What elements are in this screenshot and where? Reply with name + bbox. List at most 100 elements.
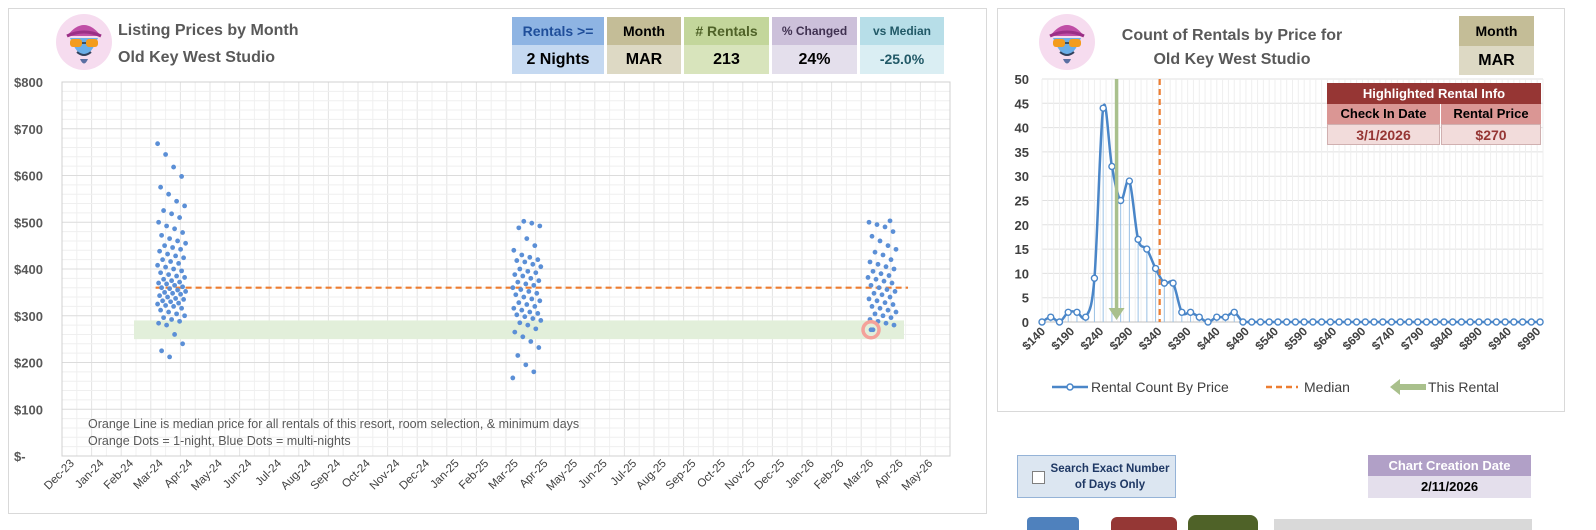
bottom-button-blue[interactable] bbox=[1027, 517, 1079, 530]
scatter-point bbox=[178, 291, 184, 297]
curve-point bbox=[1335, 318, 1343, 326]
scatter-point bbox=[538, 318, 544, 323]
creation-date-value: 2/11/2026 bbox=[1368, 476, 1531, 498]
right-chart-title: Count of Rentals by Price for Old Key We… bbox=[1112, 24, 1352, 72]
curve-point bbox=[1501, 318, 1509, 326]
highlighted-point-dot bbox=[868, 327, 874, 333]
scatter-point bbox=[538, 264, 544, 270]
right-month-box: Month MAR bbox=[1459, 16, 1534, 75]
x-tick-label: Nov-25 bbox=[723, 458, 758, 493]
price-band bbox=[134, 320, 904, 340]
y-tick-label: 10 bbox=[1015, 266, 1029, 281]
scatter-point bbox=[171, 266, 177, 272]
y-tick-label: $200 bbox=[14, 356, 43, 371]
curve-point bbox=[1466, 318, 1474, 326]
scatter-point bbox=[163, 264, 169, 270]
right-month-value: MAR bbox=[1459, 46, 1534, 75]
scatter-point bbox=[179, 268, 185, 274]
x-tick-label: Aug-25 bbox=[634, 458, 669, 493]
scatter-point bbox=[524, 236, 530, 242]
scatter-point bbox=[514, 258, 520, 263]
scatter-point bbox=[521, 294, 527, 300]
scatter-point bbox=[885, 307, 891, 313]
stat-vs-median: vs Median -25.0% bbox=[860, 17, 944, 74]
curve-point bbox=[1527, 318, 1536, 326]
curve-point bbox=[1282, 318, 1291, 326]
exact-days-checkbox[interactable] bbox=[1032, 471, 1045, 484]
scatter-series bbox=[865, 218, 899, 333]
scatter-point bbox=[891, 322, 897, 328]
scatter-point bbox=[173, 296, 179, 301]
x-tick-label: $340 bbox=[1136, 324, 1165, 353]
scatter-point bbox=[163, 303, 169, 308]
info-check-in-value: 3/1/2026 bbox=[1327, 124, 1440, 145]
scatter-point bbox=[168, 259, 174, 264]
scatter-point bbox=[176, 260, 182, 266]
scatter-point bbox=[171, 304, 177, 309]
curve-point bbox=[1125, 177, 1134, 185]
scatter-point bbox=[167, 286, 173, 292]
scatter-point bbox=[533, 270, 539, 276]
scatter-point bbox=[177, 318, 183, 324]
stat-value: 213 bbox=[684, 45, 769, 74]
x-tick-label: $190 bbox=[1048, 324, 1077, 353]
scatter-point bbox=[537, 223, 543, 229]
scatter-point bbox=[158, 307, 164, 313]
y-tick-label: 40 bbox=[1015, 121, 1029, 136]
x-tick-label: $390 bbox=[1165, 324, 1194, 353]
scatter-point bbox=[173, 253, 179, 259]
y-tick-label: 0 bbox=[1022, 315, 1029, 330]
exact-days-line1: Search Exact Number bbox=[1050, 463, 1170, 475]
curve-point bbox=[1483, 318, 1492, 326]
exact-days-label: Search Exact Number of Days Only bbox=[1046, 461, 1174, 493]
curve-point bbox=[1099, 104, 1107, 112]
x-tick-label: $240 bbox=[1078, 324, 1107, 353]
scatter-point bbox=[878, 271, 884, 277]
curve-point bbox=[1195, 313, 1203, 321]
scatter-point bbox=[164, 281, 170, 287]
curve-point bbox=[1326, 318, 1335, 326]
scatter-point bbox=[166, 191, 172, 197]
scatter-point bbox=[168, 299, 174, 305]
scatter-point bbox=[167, 354, 173, 360]
scatter-point bbox=[171, 164, 177, 170]
bottom-button-red[interactable] bbox=[1111, 517, 1177, 530]
legend-median-label: Median bbox=[1304, 379, 1350, 395]
scatter-point bbox=[537, 298, 543, 304]
scatter-point bbox=[156, 219, 162, 225]
scatter-point bbox=[511, 305, 517, 311]
scatter-point bbox=[156, 280, 162, 286]
bottom-button-green[interactable] bbox=[1188, 515, 1258, 530]
curve-point bbox=[1370, 318, 1378, 326]
scatter-point bbox=[893, 246, 899, 252]
scatter-point bbox=[161, 276, 167, 282]
curve-point bbox=[1536, 318, 1544, 326]
curve-point bbox=[1440, 318, 1448, 326]
x-tick-label: Dec-23 bbox=[42, 458, 77, 493]
y-tick-label: $- bbox=[14, 449, 26, 464]
exact-days-checkbox-group[interactable]: Search Exact Number of Days Only bbox=[1017, 455, 1176, 498]
curve-point bbox=[1518, 318, 1527, 326]
y-tick-label: $400 bbox=[14, 262, 43, 277]
scatter-point bbox=[172, 332, 178, 337]
right-title-line1: Count of Rentals by Price for bbox=[1121, 27, 1343, 44]
curve-point bbox=[1116, 196, 1125, 205]
scatter-point bbox=[523, 362, 529, 368]
note-line1: Orange Line is median price for all rent… bbox=[88, 417, 580, 431]
curve-point bbox=[1143, 245, 1151, 253]
scatter-point bbox=[182, 203, 188, 209]
y-tick-label: 35 bbox=[1015, 145, 1029, 160]
scatter-point bbox=[182, 275, 188, 280]
stat-label: vs Median bbox=[860, 17, 944, 45]
scatter-point bbox=[874, 298, 880, 304]
scatter-point bbox=[875, 261, 881, 267]
stat-label: # Rentals bbox=[684, 17, 769, 45]
x-tick-label: Mar-26 bbox=[842, 458, 876, 492]
scatter-point bbox=[517, 266, 523, 272]
legend-median-swatch bbox=[1266, 385, 1298, 389]
curve-point bbox=[1081, 313, 1090, 321]
scatter-point bbox=[155, 301, 161, 307]
y-tick-label: 5 bbox=[1022, 291, 1029, 306]
scatter-point bbox=[161, 315, 167, 321]
scatter-point bbox=[887, 218, 893, 224]
